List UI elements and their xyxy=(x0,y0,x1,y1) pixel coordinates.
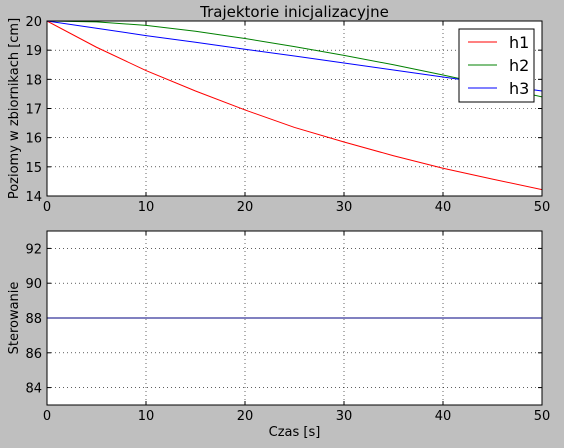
plot-frame xyxy=(46,20,543,197)
top-plot: 0 10 20 30 40 50 14 15 16 17 18 19 20 Trajektorie ini… xyxy=(7,3,550,215)
x-tick-label: 40 xyxy=(435,409,452,424)
y-tick-label: 19 xyxy=(25,44,42,59)
y-tick-label: 90 xyxy=(25,277,42,292)
y-tick-label: 92 xyxy=(25,242,42,257)
x-tick-label: 50 xyxy=(534,409,551,424)
plot-frame xyxy=(46,230,543,406)
x-axis-label: Czas [s] xyxy=(269,425,321,440)
y-tick-label: 86 xyxy=(25,347,42,362)
x-tick-label: 10 xyxy=(138,200,155,215)
x-tick-label: 0 xyxy=(43,200,51,215)
y-axis-label: Poziomy w zbiornikach [cm] xyxy=(7,18,22,199)
y-axis-label: Sterowanie xyxy=(7,282,22,355)
y-tick-label: 15 xyxy=(25,161,42,176)
x-tick-label: 30 xyxy=(336,200,353,215)
y-tick-label: 17 xyxy=(25,103,42,118)
y-tick-label: 88 xyxy=(25,312,42,327)
y-tick-label: 18 xyxy=(25,73,42,88)
series-line-h1 xyxy=(47,21,542,191)
x-tick-label: 10 xyxy=(138,409,155,424)
x-tick-label: 30 xyxy=(336,409,353,424)
y-tick-label: 20 xyxy=(25,15,42,30)
legend-label-h1: h1 xyxy=(509,33,529,52)
x-tick-label: 0 xyxy=(43,409,51,424)
legend-label-h2: h2 xyxy=(509,56,529,75)
x-tick-label: 20 xyxy=(237,409,254,424)
bottom-plot: 0 10 20 30 40 50 84 86 88 90 92 Sterowanie Czas [s] xyxy=(7,230,551,440)
x-tick-label: 20 xyxy=(237,200,254,215)
x-tick-label: 50 xyxy=(534,200,551,215)
x-tick-label: 40 xyxy=(435,200,452,215)
y-tick-label: 14 xyxy=(25,190,42,205)
chart-title: Trajektorie inicjalizacyjne xyxy=(199,3,389,21)
y-tick-label: 84 xyxy=(25,382,42,397)
legend-label-h3: h3 xyxy=(509,79,529,98)
y-tick-label: 16 xyxy=(25,132,42,147)
